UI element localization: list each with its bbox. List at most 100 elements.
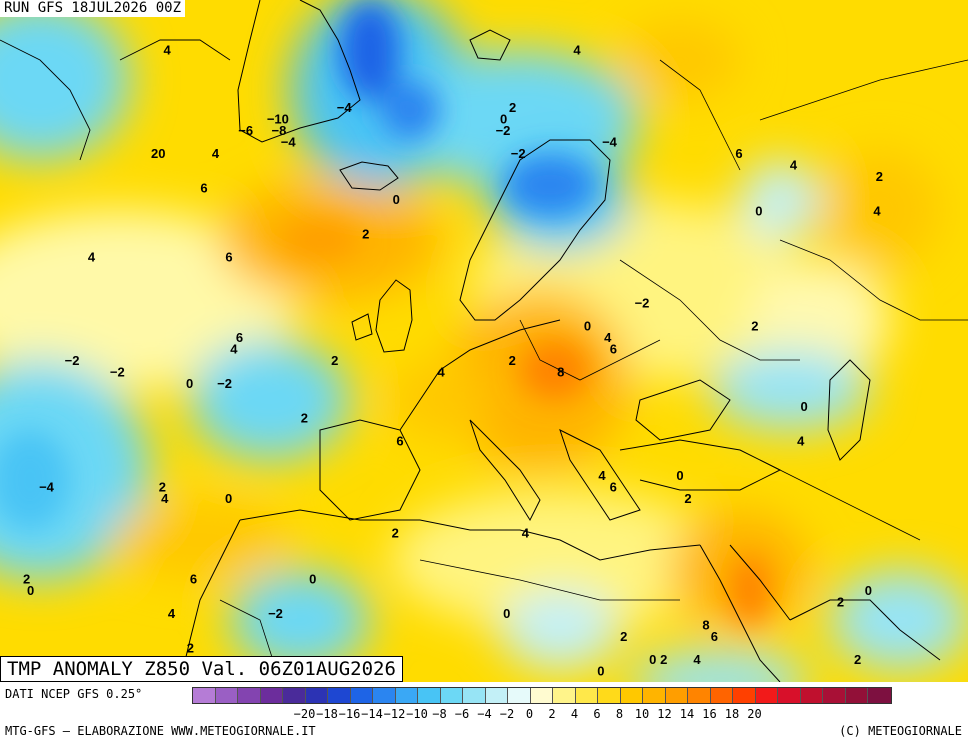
- contour-label: 0: [27, 583, 34, 598]
- scale-swatch: [778, 688, 801, 703]
- contour-label: 0: [865, 583, 872, 598]
- scale-swatch: [575, 688, 598, 703]
- scale-tick-label: −4: [477, 707, 492, 721]
- scale-tick-label: −8: [432, 707, 447, 721]
- contour-label: −6: [238, 123, 253, 138]
- contour-label: 0: [309, 572, 316, 587]
- footer: DATI NCEP GFS 0.25° −20 −18 −16 −14 −12 −10 −8…: [0, 682, 968, 745]
- scale-tick-label: 4: [570, 707, 579, 721]
- contour-label: 0: [801, 399, 808, 414]
- contour-label: 6: [225, 250, 232, 265]
- scale-swatch: [283, 688, 306, 703]
- contour-label: 4: [604, 330, 612, 345]
- contour-label: −2: [496, 123, 511, 138]
- scale-swatch: [260, 688, 283, 703]
- contour-label: −10: [267, 112, 289, 127]
- scale-swatch: [485, 688, 508, 703]
- scale-tick-label: 20: [747, 707, 762, 721]
- scale-swatch: [328, 688, 351, 703]
- scale-tick-label: 2: [548, 707, 556, 721]
- contour-label: 2: [362, 227, 369, 242]
- contour-label: 2: [392, 526, 399, 541]
- scale-tick-label: 10: [634, 707, 650, 721]
- contour-label: 4: [161, 491, 169, 506]
- contour-label: 4: [873, 204, 881, 219]
- contour-label: 2: [660, 652, 667, 667]
- contour-label: 0: [186, 376, 193, 391]
- credit-label: MTG-GFS — ELABORAZIONE WWW.METEOGIORNALE…: [5, 724, 316, 738]
- contour-label: 2: [837, 595, 844, 610]
- contour-label: 0: [584, 319, 591, 334]
- scale-tick-label: 12: [657, 707, 672, 721]
- scale-swatch: [800, 688, 823, 703]
- scale-tick-label: 16: [702, 707, 717, 721]
- scale-swatch: [508, 688, 531, 703]
- contour-label: 0: [597, 664, 604, 679]
- contour-label: 4: [88, 250, 96, 265]
- scale-swatch: [553, 688, 576, 703]
- contour-label: 6: [396, 434, 403, 449]
- contour-label: 0: [676, 468, 683, 483]
- contour-label: 2: [23, 572, 30, 587]
- scale-swatch: [643, 688, 666, 703]
- contour-label: −2: [65, 353, 80, 368]
- scale-tick-label: 8: [615, 707, 624, 721]
- scale-swatch: [688, 688, 711, 703]
- scale-tick-label: 14: [679, 707, 695, 721]
- scale-tick-label: −18: [316, 707, 338, 721]
- scale-tick-label: 6: [593, 707, 601, 721]
- contour-label: 8: [557, 365, 564, 380]
- scale-tick-label: −10: [406, 707, 428, 721]
- color-scale-ticks: −20 −18 −16 −14 −12 −10 −8 −6 −4 −2 0 2 4 6 8 10 12 14 16 1…: [192, 707, 968, 723]
- contour-label: 2: [331, 353, 338, 368]
- contour-label: 0: [503, 606, 510, 621]
- contour-label: −2: [635, 296, 650, 311]
- run-label: RUN GFS 18JUL2026 00Z: [0, 0, 186, 17]
- scale-swatch: [395, 688, 418, 703]
- contour-label: 4: [212, 146, 220, 161]
- contour-label: 0: [755, 204, 762, 219]
- scale-tick-label: −6: [454, 707, 470, 721]
- contour-label: −4: [39, 480, 55, 495]
- copyright-label: (C) METEOGIORNALE: [839, 724, 962, 738]
- scale-swatch: [530, 688, 553, 703]
- contour-label: −2: [511, 146, 526, 161]
- anomaly-field-cores: [0, 0, 770, 625]
- scale-tick-label: −12: [383, 707, 406, 721]
- contour-label: 2: [159, 480, 166, 495]
- contour-label: 6: [711, 629, 718, 644]
- contour-label: 6: [236, 330, 243, 345]
- scale-swatch: [598, 688, 621, 703]
- scale-tick-label: −16: [338, 707, 361, 721]
- contour-label: 4: [598, 468, 606, 483]
- scale-swatch: [823, 688, 846, 703]
- scale-swatch: [215, 688, 238, 703]
- scale-swatch: [238, 688, 261, 703]
- contour-label: 6: [735, 146, 742, 161]
- color-scale: [192, 687, 892, 704]
- scale-swatch: [350, 688, 373, 703]
- contour-label: 4: [230, 342, 238, 357]
- scale-swatch: [620, 688, 643, 703]
- contour-label: −8: [271, 123, 286, 138]
- contour-label: −4: [337, 100, 353, 115]
- contour-label: 4: [438, 365, 446, 380]
- scale-tick-label: 0: [525, 707, 534, 721]
- scale-swatch: [845, 688, 868, 703]
- temperature-anomaly-map: 4 4 2 0 −2 −4 −10 −8 −6 −4 4 20 −2 −4 6 4 2 6 0 0 4 2 4 6 −2 0 2 6 4…: [0, 0, 968, 682]
- contour-label: 2: [301, 411, 308, 426]
- scale-tick-label: −14: [361, 707, 383, 721]
- contour-label: 0: [393, 192, 400, 207]
- contour-label: 4: [164, 43, 172, 58]
- scale-swatch: [665, 688, 688, 703]
- scale-tick-label: −2: [499, 707, 515, 721]
- contour-label: 6: [190, 572, 197, 587]
- contour-label: 2: [187, 641, 194, 656]
- coastlines: [0, 0, 968, 682]
- contour-label: 4: [168, 606, 176, 621]
- contour-label: 6: [610, 480, 617, 495]
- contour-label: 2: [620, 629, 627, 644]
- contour-label: 4: [573, 43, 581, 58]
- contour-label: 8: [702, 618, 709, 633]
- contour-label: 0: [649, 652, 656, 667]
